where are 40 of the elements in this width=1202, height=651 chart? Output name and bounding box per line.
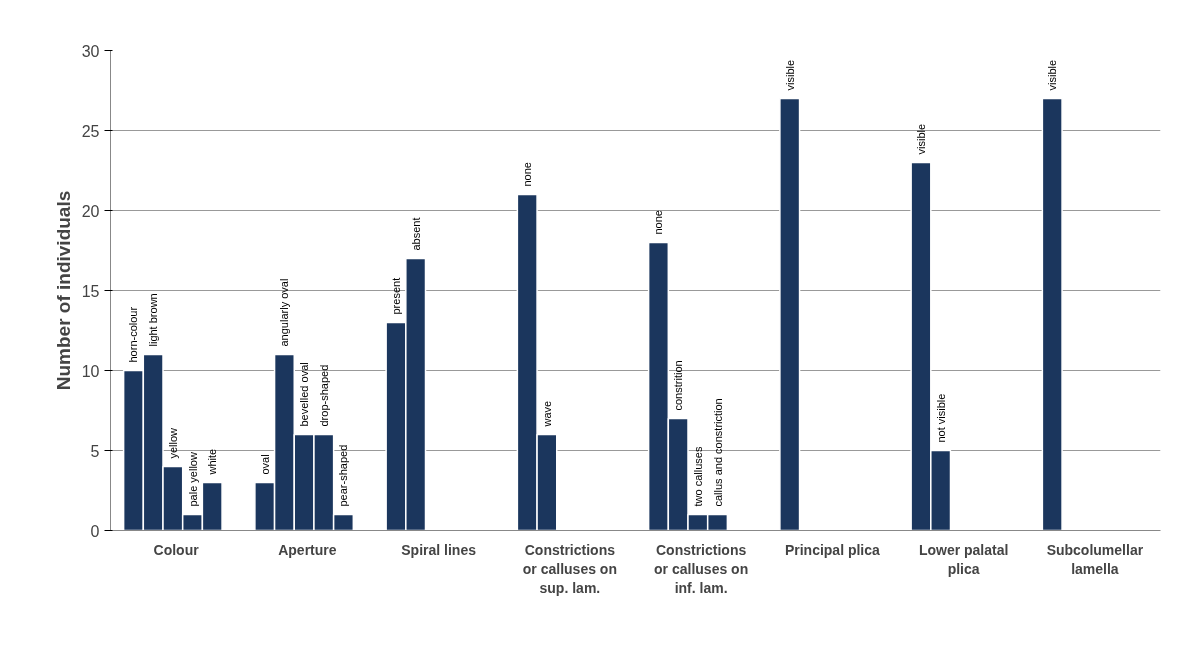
data-label: oval [258,454,271,475]
data-label: angularly oval [278,278,291,347]
bar [779,97,801,531]
y-tick-label: 20 [81,202,100,220]
data-label: drop-shaped [317,364,330,427]
data-label: white [206,448,219,476]
x-tick-label: Constrictions or calluses on sup. lam. [522,541,617,596]
y-tick-label: 5 [90,442,100,460]
y-axis-title: Number of individuals [52,190,74,391]
y-tick-label: 0 [90,522,100,540]
data-label: present [389,277,402,315]
data-label: visible [1046,59,1059,91]
data-label: two calluses [691,446,704,507]
data-label: none [652,210,665,235]
x-tick-label: Subcolumellar lamella [1046,541,1144,577]
data-label: not visible [934,393,947,443]
data-label: absent [409,217,422,251]
data-label: visible [783,59,796,91]
data-label: horn-colour [127,306,140,363]
x-tick-label: Colour [153,541,200,558]
data-label: pear-shaped [337,444,350,507]
bar [1041,97,1063,531]
data-label: callus and constriction [711,398,724,507]
x-tick-label: Spiral lines [401,541,477,558]
data-label: wave [540,400,553,428]
data-label: visible [914,123,927,155]
data-label: pale yellow [186,452,199,507]
data-label: constrition [672,360,685,411]
data-label: bevelled oval [298,362,311,427]
data-label: light brown [147,293,160,347]
y-tick-label: 10 [81,362,100,380]
x-tick-label: Principal plica [784,541,881,558]
data-label: none [521,162,534,187]
x-tick-label: Aperture [278,541,337,558]
y-tick-label: 25 [81,122,100,140]
y-tick-label: 30 [81,42,100,60]
x-tick-label: Constrictions or calluses on inf. lam. [654,541,749,596]
x-tick-label: Lower palatal plica [918,541,1009,577]
data-label: yellow [166,427,179,459]
y-tick-label: 15 [81,282,100,300]
